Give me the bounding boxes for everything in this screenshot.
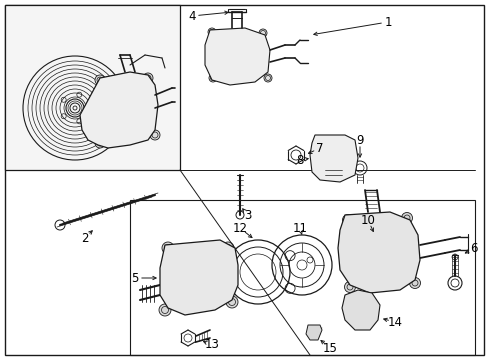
- Text: 11: 11: [292, 221, 307, 234]
- Polygon shape: [337, 212, 419, 293]
- Polygon shape: [80, 72, 158, 148]
- Bar: [5, 5, 180, 170]
- Circle shape: [95, 75, 105, 85]
- Circle shape: [408, 278, 420, 288]
- Text: 14: 14: [386, 315, 402, 328]
- Text: 6: 6: [469, 242, 477, 255]
- Circle shape: [225, 296, 238, 308]
- Circle shape: [259, 29, 266, 37]
- Circle shape: [162, 242, 174, 254]
- Circle shape: [342, 215, 353, 225]
- Polygon shape: [160, 240, 238, 315]
- Polygon shape: [309, 135, 357, 182]
- Text: 1: 1: [384, 15, 391, 28]
- Circle shape: [95, 138, 105, 148]
- Bar: [130, 200, 474, 355]
- Circle shape: [207, 28, 216, 36]
- Text: 9: 9: [356, 134, 363, 147]
- Circle shape: [344, 282, 355, 292]
- Circle shape: [401, 212, 412, 224]
- Circle shape: [150, 130, 160, 140]
- Text: 13: 13: [204, 338, 219, 351]
- Text: 7: 7: [316, 141, 323, 154]
- Circle shape: [159, 304, 171, 316]
- Text: 10: 10: [360, 213, 375, 226]
- Text: 5: 5: [131, 271, 139, 284]
- Circle shape: [142, 73, 153, 83]
- Text: 15: 15: [322, 342, 337, 355]
- Polygon shape: [341, 290, 379, 330]
- Text: 2: 2: [81, 231, 88, 244]
- Polygon shape: [305, 325, 321, 340]
- Circle shape: [264, 74, 271, 82]
- Polygon shape: [204, 28, 269, 85]
- Text: 3: 3: [244, 208, 251, 221]
- Text: 12: 12: [232, 221, 247, 234]
- Circle shape: [208, 74, 217, 82]
- Text: 4: 4: [188, 9, 195, 23]
- Text: 8: 8: [296, 153, 303, 166]
- Circle shape: [222, 242, 234, 254]
